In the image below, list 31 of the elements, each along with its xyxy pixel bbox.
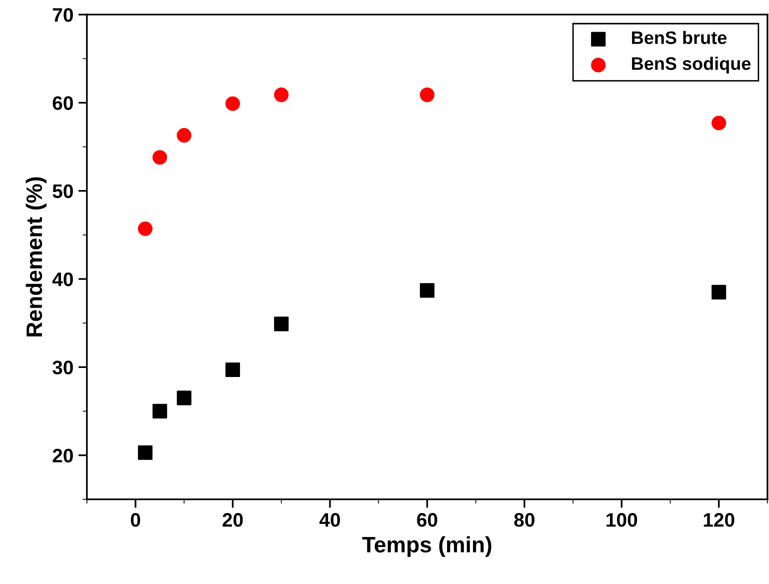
y-tick-label: 60 [52, 96, 73, 110]
point [138, 445, 153, 460]
point [420, 283, 434, 298]
point [152, 150, 168, 165]
legend-label: BenS sodique [632, 56, 751, 74]
point [274, 88, 289, 102]
point [712, 284, 726, 300]
x-tick-label: 20 [222, 513, 243, 527]
x-tick-label: 80 [514, 513, 534, 527]
point [138, 221, 153, 236]
point [225, 96, 240, 111]
point [420, 88, 434, 102]
x-tick-label: 60 [417, 513, 438, 527]
point [712, 116, 726, 130]
y-axis-title: Rendement (%) [26, 177, 47, 336]
y-tick-label: 70 [52, 8, 73, 22]
x-tick-label: 0 [130, 513, 140, 527]
point [176, 128, 192, 143]
point [225, 362, 240, 378]
point [152, 404, 168, 418]
x-tick-label: 100 [606, 513, 638, 527]
point [176, 390, 192, 406]
point [274, 316, 289, 332]
x-tick-label: 120 [704, 513, 734, 527]
x-tick-label: 40 [319, 513, 340, 527]
legend-label: BenS brute [632, 30, 727, 44]
x-axis-title: Temps (min) [362, 536, 492, 557]
y-tick-label: 50 [52, 184, 73, 198]
y-tick-label: 40 [52, 272, 73, 286]
y-tick-label: 20 [52, 448, 73, 462]
y-tick-label: 30 [52, 360, 73, 374]
